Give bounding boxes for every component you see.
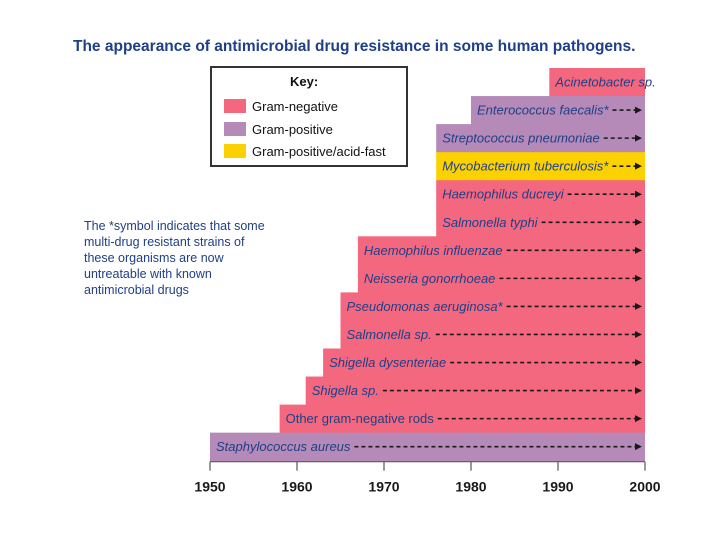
bar-label: Streptococcus pneumoniae — [442, 131, 600, 146]
bar-label: Mycobacterium tuberculosis* — [442, 159, 609, 174]
bar-label: Salmonella typhi — [442, 215, 538, 230]
arrow-head — [635, 274, 642, 282]
key-entry-acid-fast: Gram-positive/acid-fast — [224, 143, 386, 159]
key-label: Gram-positive — [252, 121, 333, 137]
arrow-head — [635, 218, 642, 226]
key-label: Gram-negative — [252, 98, 338, 114]
bar-label: Salmonella sp. — [347, 327, 432, 342]
arrow-head — [635, 190, 642, 198]
asterisk-note: The *symbol indicates that some multi-dr… — [84, 219, 265, 297]
key-title: Key: — [290, 74, 319, 89]
x-tick-label: 1970 — [368, 479, 399, 495]
key-entry-gram-negative: Gram-negative — [224, 98, 338, 114]
bar-label: Staphylococcus aureus — [216, 439, 351, 454]
arrow-head — [635, 246, 642, 254]
arrow-head — [635, 134, 642, 142]
x-tick-label: 1980 — [455, 479, 486, 495]
arrow-head — [635, 415, 642, 423]
bar-label: Haemophilus influenzae — [364, 243, 503, 258]
arrow-head — [635, 359, 642, 367]
x-tick-label: 1990 — [542, 479, 573, 495]
arrow-head — [635, 162, 642, 170]
bar — [357, 236, 645, 265]
x-tick-label: 1960 — [281, 479, 312, 495]
bar-label: Other gram-negative rods — [286, 411, 435, 426]
arrow-head — [635, 106, 642, 114]
x-axis: 1950 1960 1970 1980 1990 2000 — [194, 461, 661, 495]
bar — [436, 152, 645, 181]
bar — [436, 124, 645, 153]
bar-label: Shigella sp. — [312, 383, 379, 398]
bars-layer: Acinetobacter sp. Enterococcus faecalis* S… — [210, 68, 656, 462]
gram-positive-swatch — [224, 122, 246, 136]
arrow-head — [635, 302, 642, 310]
arrow-head — [635, 443, 642, 451]
bar-label: Acinetobacter sp. — [554, 75, 655, 90]
chart-title: The appearance of antimicrobial drug res… — [73, 38, 636, 55]
bar-label: Neisseria gonorrhoeae — [364, 271, 496, 286]
x-tick-label: 1950 — [194, 479, 225, 495]
x-tick-label: 2000 — [629, 479, 660, 495]
bar — [549, 68, 645, 97]
legend-key: Key: Gram-negative Gram-positive Gram-po… — [210, 66, 408, 167]
bar — [436, 208, 645, 237]
bar-label: Pseudomonas aeruginosa* — [347, 299, 504, 314]
bar-label: Haemophilus ducreyi — [442, 187, 565, 202]
arrow-head — [635, 330, 642, 338]
bar-label: Enterococcus faecalis* — [477, 103, 609, 118]
acid-fast-swatch — [224, 144, 246, 158]
arrow-head — [635, 387, 642, 395]
bar-label: Shigella dysenteriae — [329, 355, 446, 370]
key-label: Gram-positive/acid-fast — [252, 143, 386, 159]
gram-negative-swatch — [224, 99, 246, 113]
key-entry-gram-positive: Gram-positive — [224, 121, 333, 137]
